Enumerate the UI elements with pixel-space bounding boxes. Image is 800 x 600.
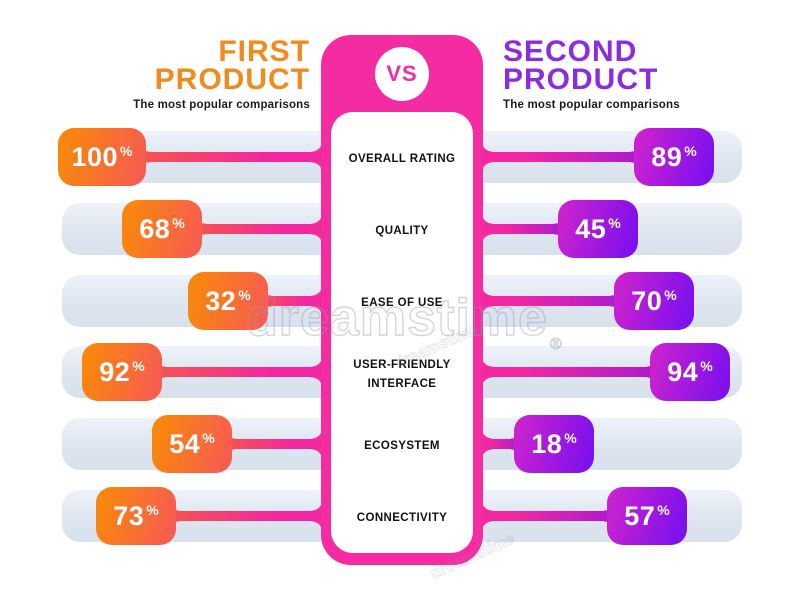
second-product-header: SECOND PRODUCT The most popular comparis… (503, 35, 800, 112)
right-value-badge: 18% (514, 415, 594, 473)
left-connector (154, 355, 323, 389)
percent-sign: % (608, 215, 621, 231)
left-connector (224, 427, 323, 461)
right-value-badge: 45% (558, 200, 638, 258)
right-connector (481, 212, 566, 246)
percent-sign: % (146, 502, 159, 518)
percent-sign: % (664, 287, 677, 303)
category-label: ECOSYSTEM (364, 440, 440, 452)
second-product-subtitle: The most popular comparisons (503, 99, 680, 111)
right-value-badge: 70% (614, 272, 694, 330)
first-product-title-line2: PRODUCT (154, 63, 310, 96)
category-label: EASE OF USE (361, 297, 443, 309)
right-connector (481, 140, 642, 174)
percent-sign: % (238, 287, 251, 303)
second-product-title-line1: SECOND (503, 35, 638, 68)
first-product-subtitle: The most popular comparisons (133, 99, 310, 111)
first-product-title-line1: FIRST (218, 35, 310, 68)
left-connector (194, 212, 323, 246)
percent-sign: % (700, 358, 713, 374)
percent-sign: % (132, 358, 145, 374)
percent-sign: % (202, 430, 215, 446)
left-connector (260, 284, 323, 318)
percent-sign: % (120, 143, 133, 159)
right-value-badge: 57% (607, 487, 687, 545)
left-value-badge: 68% (122, 200, 202, 258)
second-product-title-line2: PRODUCT (503, 63, 659, 96)
right-value-badge: 89% (634, 128, 714, 186)
category-label: USER-FRIENDLY INTERFACE (353, 359, 451, 390)
right-connector (481, 499, 615, 533)
category-label: QUALITY (375, 225, 429, 237)
left-value-badge: 54% (152, 415, 232, 473)
first-product-header: FIRST PRODUCT The most popular compariso… (10, 35, 310, 112)
vs-badge: VS (375, 47, 429, 101)
right-connector (481, 355, 658, 389)
center-panel: VS (321, 35, 483, 565)
percent-sign: % (657, 502, 670, 518)
right-connector (481, 284, 622, 318)
left-value-badge: 73% (96, 487, 176, 545)
categories-panel (331, 112, 473, 553)
percent-sign: % (172, 215, 185, 231)
left-connector (168, 499, 323, 533)
percent-sign: % (564, 430, 577, 446)
left-connector (138, 140, 323, 174)
left-value-badge: 32% (188, 272, 268, 330)
percent-sign: % (684, 143, 697, 159)
vs-label: VS (386, 61, 418, 86)
right-value-badge: 94% (650, 343, 730, 401)
left-value-badge: 92% (82, 343, 162, 401)
left-value-badge: 100% (58, 128, 146, 186)
category-label: CONNECTIVITY (356, 512, 448, 524)
category-label: OVERALL RATING (348, 153, 456, 165)
